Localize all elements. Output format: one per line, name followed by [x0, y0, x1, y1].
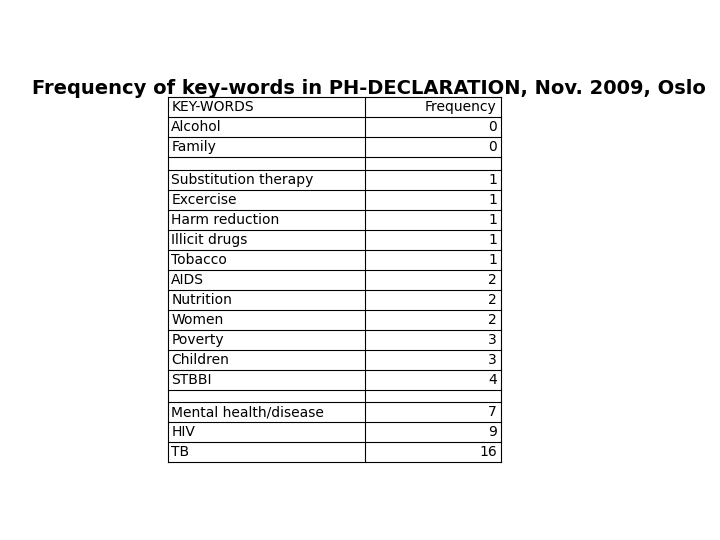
Text: Excercise: Excercise — [171, 193, 237, 206]
Text: HIV: HIV — [171, 425, 195, 439]
Text: Frequency of key-words in PH-DECLARATION, Nov. 2009, Oslo: Frequency of key-words in PH-DECLARATION… — [32, 79, 706, 98]
Text: Frequency: Frequency — [425, 100, 497, 114]
Text: Harm reduction: Harm reduction — [171, 213, 279, 227]
Text: 2: 2 — [488, 293, 497, 307]
Text: 1: 1 — [488, 173, 497, 186]
Text: 2: 2 — [488, 313, 497, 327]
Text: 4: 4 — [488, 373, 497, 387]
Text: Alcohol: Alcohol — [171, 120, 222, 134]
Text: 1: 1 — [488, 233, 497, 247]
Text: 3: 3 — [488, 353, 497, 367]
Text: 9: 9 — [488, 425, 497, 439]
Text: Family: Family — [171, 140, 216, 154]
Text: 3: 3 — [488, 333, 497, 347]
Text: 2: 2 — [488, 273, 497, 287]
Text: Nutrition: Nutrition — [171, 293, 233, 307]
Text: KEY-WORDS: KEY-WORDS — [171, 100, 254, 114]
Text: 16: 16 — [479, 445, 497, 459]
Text: Poverty: Poverty — [171, 333, 224, 347]
Text: Illicit drugs: Illicit drugs — [171, 233, 248, 247]
Text: STBBI: STBBI — [171, 373, 212, 387]
Text: TB: TB — [171, 445, 189, 459]
Text: 0: 0 — [488, 120, 497, 134]
Text: Substitution therapy: Substitution therapy — [171, 173, 314, 186]
Text: Mental health/disease: Mental health/disease — [171, 405, 324, 419]
Text: Tobacco: Tobacco — [171, 253, 228, 267]
Text: Children: Children — [171, 353, 229, 367]
Text: 1: 1 — [488, 213, 497, 227]
Text: AIDS: AIDS — [171, 273, 204, 287]
Text: 7: 7 — [488, 405, 497, 419]
Text: 0: 0 — [488, 140, 497, 154]
Text: Women: Women — [171, 313, 224, 327]
Text: 1: 1 — [488, 193, 497, 206]
Text: 1: 1 — [488, 253, 497, 267]
